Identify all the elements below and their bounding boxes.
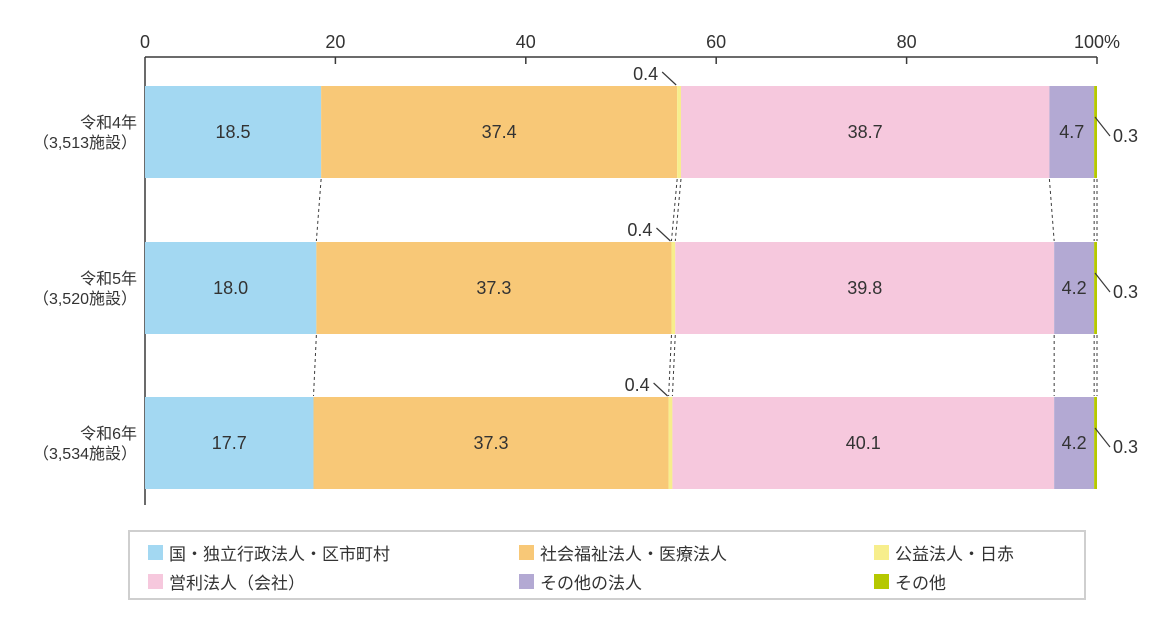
bar-segment bbox=[1094, 242, 1097, 334]
legend-label: その他の法人 bbox=[540, 573, 642, 593]
segment-value-label: 38.7 bbox=[848, 122, 883, 142]
stacked-bar-plot: 0 20 40 60 80 100% 18.5 37.4 0.4 38.7 4.7 0.3 令和4年 （3… bbox=[33, 32, 1138, 505]
bar-segment bbox=[321, 86, 678, 178]
callout-leader-line bbox=[1094, 427, 1111, 448]
bar-segment bbox=[668, 397, 673, 489]
callout-leader-line bbox=[1094, 116, 1111, 137]
legend-label: 公益法人・日赤 bbox=[895, 544, 1014, 564]
callout-leader-line bbox=[1094, 272, 1111, 293]
legend-item: その他の法人 bbox=[519, 570, 874, 593]
axis-tick-label: 80 bbox=[897, 32, 917, 52]
bar-segment bbox=[1054, 397, 1095, 489]
legend-item: 社会福祉法人・医療法人 bbox=[519, 541, 874, 564]
bar-segment bbox=[671, 242, 676, 334]
axis-tick-label: 100% bbox=[1074, 32, 1120, 52]
axis-tick-label: 60 bbox=[706, 32, 726, 52]
legend: 国・独立行政法人・区市町村 社会福祉法人・医療法人 公益法人・日赤 営利法人（会… bbox=[128, 530, 1086, 600]
segment-value-label: 37.3 bbox=[474, 433, 509, 453]
callout-leader-line bbox=[653, 382, 669, 397]
category-label-line1: 令和4年 bbox=[80, 114, 137, 132]
connector-dashed-line bbox=[670, 178, 678, 242]
legend-label: その他 bbox=[895, 573, 946, 593]
segment-value-label: 18.0 bbox=[213, 278, 248, 298]
category-label-line1: 令和6年 bbox=[80, 425, 137, 443]
bar-segment bbox=[1054, 242, 1095, 334]
bar-segment bbox=[1094, 86, 1097, 178]
legend-item: 営利法人（会社） bbox=[148, 570, 519, 593]
connector-dashed-line bbox=[674, 178, 682, 242]
callout-value-label: 0.3 bbox=[1113, 282, 1138, 302]
segment-value-label: 4.2 bbox=[1062, 278, 1087, 298]
bar-segment bbox=[145, 242, 317, 334]
category-label-line2: （3,513施設） bbox=[33, 134, 137, 152]
callout-value-label: 0.3 bbox=[1113, 437, 1138, 457]
callout-leader-line bbox=[656, 227, 671, 242]
connector-dashed-line bbox=[671, 334, 676, 397]
segment-value-label: 40.1 bbox=[846, 433, 881, 453]
bar-segment bbox=[145, 397, 314, 489]
bar-segment bbox=[677, 86, 681, 178]
axis-tick-label: 20 bbox=[325, 32, 345, 52]
category-label-line1: 令和5年 bbox=[80, 270, 137, 288]
callout-value-label: 0.4 bbox=[625, 375, 650, 395]
legend-item: 公益法人・日赤 bbox=[874, 541, 1084, 564]
connector-dashed-line bbox=[1048, 178, 1055, 242]
legend-label: 国・独立行政法人・区市町村 bbox=[169, 544, 390, 564]
connector-dashed-line bbox=[315, 178, 322, 242]
legend-swatch-orange bbox=[519, 544, 534, 560]
segment-value-label: 37.3 bbox=[476, 278, 511, 298]
connector-dashed-line bbox=[668, 334, 672, 397]
legend-swatch-purple bbox=[519, 573, 534, 589]
callout-leader-line bbox=[661, 71, 677, 86]
segment-value-label: 4.2 bbox=[1062, 433, 1087, 453]
bar-segment bbox=[680, 86, 1050, 178]
legend-label: 社会福祉法人・医療法人 bbox=[540, 544, 727, 564]
bar-segment bbox=[1049, 86, 1095, 178]
bar-segment bbox=[1094, 397, 1097, 489]
legend-swatch-olive bbox=[874, 573, 889, 589]
bar-segment bbox=[672, 397, 1055, 489]
category-label-line2: （3,520施設） bbox=[33, 290, 137, 308]
legend-swatch-pink bbox=[148, 573, 163, 589]
segment-value-label: 18.5 bbox=[216, 122, 251, 142]
segment-value-label: 37.4 bbox=[482, 122, 517, 142]
category-label-line2: （3,534施設） bbox=[33, 445, 137, 463]
axis-tick-label: 0 bbox=[140, 32, 150, 52]
legend-swatch-blue bbox=[148, 544, 163, 560]
segment-value-label: 17.7 bbox=[212, 433, 247, 453]
segment-value-label: 4.7 bbox=[1059, 122, 1084, 142]
connector-dashed-line bbox=[313, 334, 317, 397]
legend-swatch-yellow bbox=[874, 544, 889, 560]
segment-value-label: 39.8 bbox=[847, 278, 882, 298]
axis-tick-label: 40 bbox=[516, 32, 536, 52]
callout-value-label: 0.4 bbox=[627, 220, 652, 240]
bar-segment bbox=[675, 242, 1055, 334]
bar-segment bbox=[316, 242, 672, 334]
legend-label: 営利法人（会社） bbox=[169, 573, 305, 593]
bar-segment bbox=[145, 86, 322, 178]
callout-value-label: 0.4 bbox=[633, 64, 658, 84]
callout-value-label: 0.3 bbox=[1113, 126, 1138, 146]
legend-item: 国・独立行政法人・区市町村 bbox=[148, 541, 519, 564]
bar-segment bbox=[313, 397, 669, 489]
legend-item: その他 bbox=[874, 570, 1084, 593]
